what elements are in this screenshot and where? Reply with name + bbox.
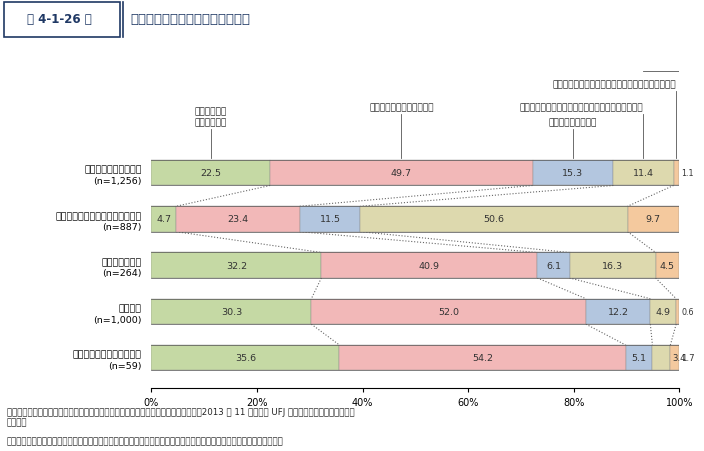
- Bar: [670, 345, 679, 371]
- Text: 3.4: 3.4: [672, 354, 686, 362]
- Text: 6.1: 6.1: [546, 261, 561, 270]
- Text: 連携する必要性を感じないため、連携はしていない: 連携する必要性を感じないため、連携はしていない: [553, 80, 677, 89]
- Bar: [650, 299, 677, 324]
- Text: 11.4: 11.4: [633, 169, 654, 178]
- Text: 第 4-1-26 図: 第 4-1-26 図: [27, 14, 92, 26]
- Bar: [653, 345, 670, 371]
- Bar: [311, 299, 586, 324]
- Bar: [151, 207, 176, 232]
- Bar: [537, 253, 570, 278]
- Text: 1.1: 1.1: [681, 169, 694, 178]
- Text: 40.9: 40.9: [419, 261, 440, 270]
- Text: 52.0: 52.0: [438, 307, 459, 316]
- Text: 4.5: 4.5: [660, 261, 675, 270]
- Text: 30.3: 30.3: [221, 307, 242, 316]
- Text: 一部の分野で連携している: 一部の分野で連携している: [369, 103, 434, 112]
- Bar: [339, 345, 626, 371]
- Text: 35.6: 35.6: [234, 354, 256, 362]
- Text: 16.3: 16.3: [602, 261, 623, 270]
- Text: 連携する必要性は感じているが、連携はしていない: 連携する必要性は感じているが、連携はしていない: [520, 103, 643, 112]
- Bar: [677, 299, 679, 324]
- Bar: [151, 299, 311, 324]
- Bar: [655, 253, 679, 278]
- Bar: [321, 253, 537, 278]
- Text: 9.7: 9.7: [646, 215, 661, 224]
- Bar: [4, 3, 120, 38]
- Text: 22.5: 22.5: [200, 169, 221, 178]
- Text: 11.5: 11.5: [320, 215, 341, 224]
- Text: 0.6: 0.6: [681, 307, 694, 316]
- Bar: [176, 207, 300, 232]
- Text: 15.3: 15.3: [562, 169, 584, 178]
- Text: 23.4: 23.4: [227, 215, 249, 224]
- Text: 中小企業支援機関同士の連携状況: 中小企業支援機関同士の連携状況: [130, 14, 250, 26]
- Bar: [300, 207, 360, 232]
- Text: どちらとも言えない: どちらとも言えない: [549, 119, 597, 128]
- Text: 4.7: 4.7: [156, 215, 171, 224]
- Bar: [151, 253, 321, 278]
- Text: 多くの分野で
連携している: 多くの分野で 連携している: [194, 107, 227, 128]
- Text: 32.2: 32.2: [226, 261, 247, 270]
- Bar: [570, 253, 655, 278]
- Text: 54.2: 54.2: [472, 354, 493, 362]
- Bar: [628, 207, 679, 232]
- Bar: [626, 345, 653, 371]
- Bar: [533, 161, 613, 186]
- Text: 資料：中小企業庁委託「中小企業支援機関の連携状況と施策認知度に関する調査」（2013 年 11 月、三菱 UFJ リサーチ＆コンサルティング
（株））: 資料：中小企業庁委託「中小企業支援機関の連携状況と施策認知度に関する調査」（20…: [7, 407, 355, 426]
- Bar: [151, 345, 339, 371]
- Bar: [151, 161, 270, 186]
- Bar: [360, 207, 628, 232]
- Text: 50.6: 50.6: [484, 215, 505, 224]
- Text: （注）ここでいう「連携」とは、中小企業支援機関同士が一体となり、中小企業の経営課題に対応していることをいう。: （注）ここでいう「連携」とは、中小企業支援機関同士が一体となり、中小企業の経営課…: [7, 437, 284, 445]
- Text: 49.7: 49.7: [391, 169, 412, 178]
- Bar: [586, 299, 650, 324]
- Bar: [674, 161, 679, 186]
- Bar: [613, 161, 674, 186]
- Text: 4.9: 4.9: [655, 307, 671, 316]
- Text: 12.2: 12.2: [608, 307, 629, 316]
- Text: 1.7: 1.7: [681, 354, 695, 362]
- Bar: [270, 161, 533, 186]
- Text: 5.1: 5.1: [631, 354, 646, 362]
